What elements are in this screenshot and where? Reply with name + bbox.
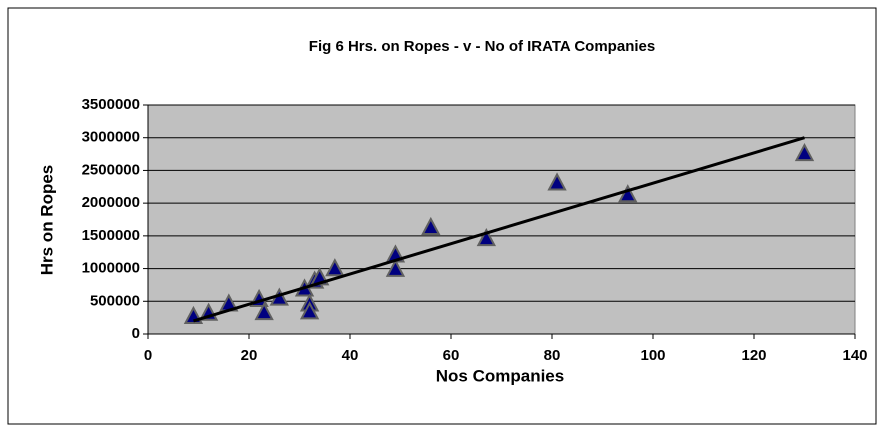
data-point (299, 301, 320, 320)
x-axis-title: Nos Companies (436, 366, 564, 385)
x-tick-label: 100 (640, 347, 665, 364)
y-tick-label: 0 (132, 325, 140, 342)
data-point (476, 228, 497, 247)
data-point (325, 258, 345, 277)
y-tick-label: 1500000 (82, 227, 140, 244)
x-tick-label: 0 (144, 347, 152, 364)
plot-area (147, 104, 856, 335)
x-tick-label: 20 (241, 347, 258, 364)
data-point (254, 301, 274, 321)
x-tick-label: 120 (741, 347, 766, 364)
data-point (794, 142, 815, 162)
x-tick-label: 140 (842, 347, 867, 364)
y-tick-label: 3500000 (82, 96, 140, 113)
y-tick-label: 500000 (90, 292, 140, 309)
trend-line (193, 136, 805, 323)
data-point (547, 172, 567, 191)
y-tick-label: 1000000 (82, 260, 140, 277)
data-point (618, 184, 638, 203)
x-tick-label: 60 (443, 347, 460, 364)
y-tick-label: 2000000 (82, 194, 140, 211)
x-tick-label: 40 (342, 347, 359, 364)
chart-title: Fig 6 Hrs. on Ropes - v - No of IRATA Co… (309, 38, 655, 55)
data-point (421, 216, 441, 236)
y-tick-label: 2500000 (82, 161, 140, 178)
x-tick-label: 80 (544, 347, 561, 364)
y-tick-label: 3000000 (82, 129, 140, 146)
y-axis-title: Hrs on Ropes (37, 165, 56, 276)
data-point (385, 258, 406, 277)
